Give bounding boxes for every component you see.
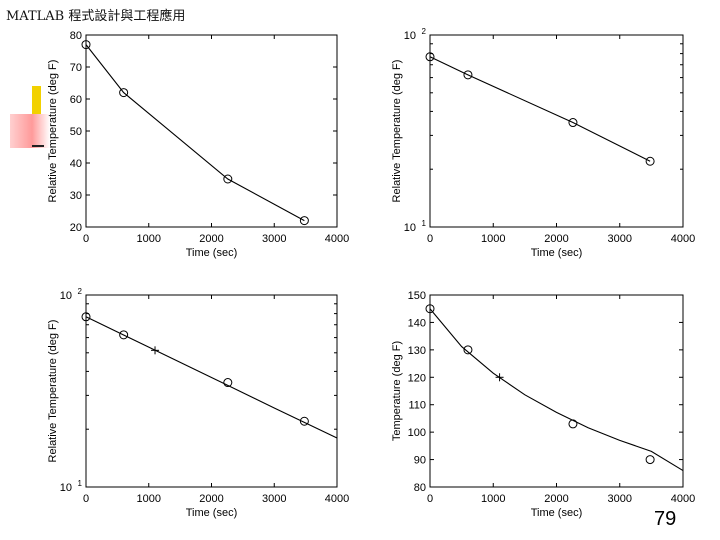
y-tick-label-base: 10 bbox=[404, 30, 416, 42]
x-tick-label: 1000 bbox=[481, 493, 505, 505]
data-point-circle bbox=[463, 345, 473, 355]
y-axis-label: Relative Temperature (deg F) bbox=[47, 320, 59, 463]
x-tick-label: 1000 bbox=[481, 233, 505, 245]
x-tick-label: 4000 bbox=[671, 233, 695, 245]
data-point-circle bbox=[425, 52, 435, 62]
data-point-circle bbox=[425, 304, 435, 314]
y-axis-label: Relative Temperature (deg F) bbox=[391, 60, 403, 203]
x-tick-label: 4000 bbox=[671, 493, 695, 505]
x-tick-label: 2000 bbox=[199, 233, 223, 245]
y-tick-label-exponent: 2 bbox=[78, 287, 83, 296]
data-point-circle bbox=[568, 419, 578, 429]
data-point-circle bbox=[81, 312, 91, 322]
y-tick-label: 110 bbox=[408, 400, 426, 412]
y-tick-label: 80 bbox=[70, 30, 82, 42]
x-axis-label: Time (sec) bbox=[186, 507, 238, 519]
data-point-circle bbox=[119, 88, 129, 98]
x-tick-label: 0 bbox=[427, 493, 433, 505]
plot-area-frame bbox=[429, 294, 684, 488]
y-tick-label: 80 bbox=[414, 482, 426, 494]
slide-header-title: MATLAB 程式設計與工程應用 bbox=[6, 9, 186, 24]
y-tick-label: 50 bbox=[70, 126, 82, 138]
y-tick-label-exponent: 2 bbox=[422, 27, 427, 36]
decorative-red-block bbox=[10, 114, 50, 148]
decorative-line bbox=[32, 145, 44, 147]
x-axis-label: Time (sec) bbox=[531, 507, 583, 519]
data-point-circle bbox=[223, 378, 233, 388]
x-tick-label: 2000 bbox=[544, 233, 568, 245]
data-point-circle bbox=[223, 174, 233, 184]
data-point-circle bbox=[81, 40, 91, 50]
data-point-circle bbox=[299, 216, 309, 226]
y-tick-label: 40 bbox=[70, 158, 82, 170]
y-tick-label-exponent: 1 bbox=[78, 479, 83, 488]
y-tick-label: 140 bbox=[408, 317, 426, 329]
chart-top-right: 0 1000 2000 3000 4000 10 1 10 2 Time (sec) Relativ… bbox=[391, 27, 695, 259]
plot-area-frame bbox=[429, 34, 684, 228]
data-point-circle bbox=[119, 330, 129, 340]
data-point-circle bbox=[568, 118, 578, 128]
x-tick-label: 3000 bbox=[262, 233, 286, 245]
y-tick-label-exponent: 1 bbox=[422, 219, 427, 228]
plot-area-frame bbox=[85, 34, 338, 228]
y-tick-label: 150 bbox=[408, 290, 426, 302]
y-tick-label: 20 bbox=[70, 222, 82, 234]
data-point-circle bbox=[645, 156, 655, 166]
y-tick-label: 70 bbox=[70, 62, 82, 74]
y-tick-label: 120 bbox=[408, 372, 426, 384]
y-tick-label: 30 bbox=[70, 190, 82, 202]
y-tick-label: 10 bbox=[404, 222, 416, 234]
x-tick-label: 3000 bbox=[608, 233, 632, 245]
chart-bottom-right: 0 1000 2000 3000 4000 80 90 100 110 120 130 140 150 T… bbox=[391, 290, 695, 519]
x-tick-label: 4000 bbox=[325, 493, 349, 505]
y-axis-label: Temperature (deg F) bbox=[391, 341, 403, 441]
x-tick-label: 0 bbox=[83, 493, 89, 505]
y-tick-label: 90 bbox=[414, 455, 426, 467]
x-tick-label: 2000 bbox=[544, 493, 568, 505]
x-axis-label: Time (sec) bbox=[186, 247, 238, 259]
y-tick-label: 10 bbox=[60, 482, 72, 494]
x-tick-label: 1000 bbox=[137, 493, 161, 505]
y-tick-label-base: 10 bbox=[60, 482, 72, 494]
data-point-circle bbox=[299, 416, 309, 426]
series-line bbox=[85, 44, 305, 222]
x-tick-label: 0 bbox=[83, 233, 89, 245]
x-tick-label: 4000 bbox=[325, 233, 349, 245]
x-tick-label: 1000 bbox=[137, 233, 161, 245]
y-tick-label: 10 bbox=[60, 290, 72, 302]
data-point-circle bbox=[463, 70, 473, 80]
y-tick-label-base: 10 bbox=[404, 222, 416, 234]
chart-top-left: 0 1000 2000 3000 4000 20 30 40 50 60 70 80 Time (sec… bbox=[47, 30, 349, 259]
y-tick-label: 60 bbox=[70, 94, 82, 106]
data-point-circle bbox=[645, 455, 655, 465]
series-line bbox=[429, 308, 684, 472]
x-tick-label: 3000 bbox=[262, 493, 286, 505]
x-tick-label: 0 bbox=[427, 233, 433, 245]
x-tick-label: 2000 bbox=[199, 493, 223, 505]
y-axis-label: Relative Temperature (deg F) bbox=[47, 60, 59, 203]
series-line bbox=[85, 316, 338, 439]
chart-bottom-left: 0 1000 2000 3000 4000 10 1 10 2 Time (sec) Relativ… bbox=[47, 287, 349, 519]
x-axis-label: Time (sec) bbox=[531, 247, 583, 259]
series-line bbox=[429, 56, 651, 162]
y-tick-label: 10 bbox=[404, 30, 416, 42]
plot-area-frame bbox=[85, 294, 338, 488]
slide-number: 79 bbox=[654, 508, 677, 530]
x-tick-label: 3000 bbox=[608, 493, 632, 505]
y-tick-label: 100 bbox=[408, 427, 426, 439]
y-tick-label: 130 bbox=[408, 345, 426, 357]
y-tick-label-base: 10 bbox=[60, 290, 72, 302]
